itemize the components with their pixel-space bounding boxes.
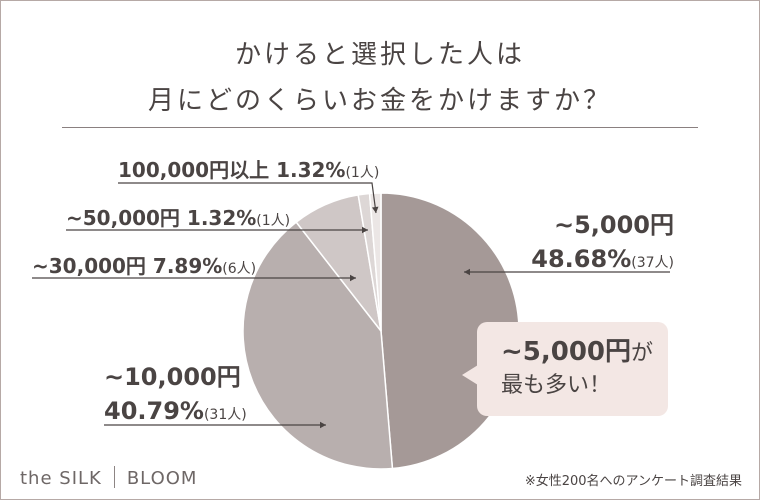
title-line-2: 月にどのくらいお金をかけますか？ (147, 86, 612, 116)
label-50000: ~50,000円 1.32%(1人) (66, 202, 290, 231)
label-5000-category: ~5,000円 (553, 211, 674, 239)
label-30000: ~30,000円 7.89%(6人) (32, 250, 256, 279)
label-30000-category: ~30,000円 (32, 254, 146, 278)
brand-separator (113, 466, 115, 488)
label-30000-value: 7.89% (152, 254, 223, 278)
label-10000: ~10,000円 40.79%(31人) (104, 360, 247, 432)
label-100000-value: 1.32% (276, 158, 346, 182)
leader-50000 (66, 226, 368, 234)
label-100000: 100,000円以上 1.32%(1人) (118, 154, 379, 183)
label-5000-count: (37人) (631, 255, 674, 271)
label-100000-count: (1人) (345, 165, 380, 181)
brand-right: BLOOM (126, 468, 198, 489)
brand-left: the SILK (20, 468, 102, 489)
callout-line-2: 最も多い！ (501, 373, 612, 398)
label-100000-category: 100,000円以上 (118, 158, 270, 182)
label-10000-count: (31人) (203, 407, 247, 423)
leader-5000 (464, 268, 670, 276)
callout-particle: が (631, 341, 654, 366)
label-10000-category: ~10,000円 (104, 363, 241, 391)
chart-title: かけると選択した人は 月にどのくらいお金をかけますか？ (0, 32, 760, 124)
label-50000-value: 1.32% (186, 206, 257, 230)
leader-30000 (32, 274, 356, 282)
label-50000-category: ~50,000円 (66, 206, 180, 230)
label-5000-value: 48.68% (531, 245, 632, 273)
label-50000-count: (1人) (256, 213, 291, 229)
callout-bubble: ~5,000円が 最も多い！ (477, 322, 668, 416)
label-5000: ~5,000円 48.68%(37人) (524, 208, 674, 280)
callout-text: ~5,000円が 最も多い！ (501, 336, 653, 402)
leader-10000 (104, 421, 326, 429)
callout-category: ~5,000円 (501, 337, 632, 367)
slice-100000 (368, 192, 382, 332)
callout-pointer (462, 365, 478, 385)
title-line-1: かけると選択した人は (234, 40, 525, 70)
leader-100000 (118, 182, 379, 214)
label-30000-count: (6人) (222, 261, 257, 277)
slice-10000 (242, 221, 394, 470)
brand-logo: the SILK BLOOM (20, 466, 197, 489)
label-10000-value: 40.79% (104, 397, 204, 425)
title-divider (62, 127, 698, 128)
footnote: ※女性200名へのアンケート調査結果 (524, 474, 742, 489)
